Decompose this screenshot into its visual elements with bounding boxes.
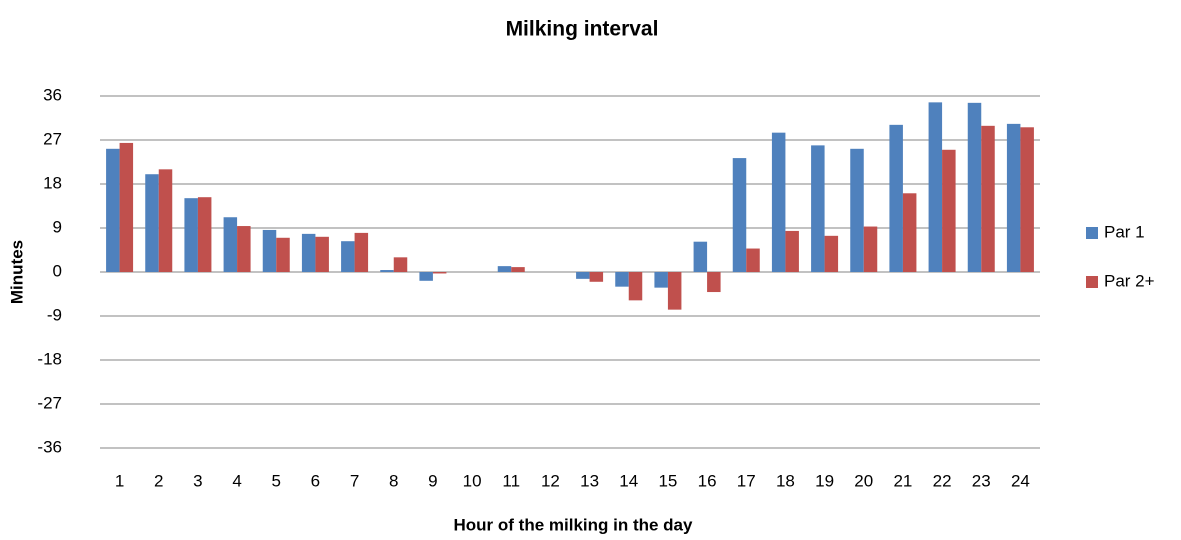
x-tick-label: 20	[854, 471, 873, 490]
x-tick-label: 6	[311, 471, 320, 490]
x-tick-label: 3	[193, 471, 202, 490]
bar	[184, 198, 198, 272]
x-tick-label: 13	[580, 471, 599, 490]
bar	[341, 241, 355, 272]
bar	[942, 149, 956, 272]
x-tick-label: 22	[933, 471, 952, 490]
x-axis-label: Hour of the milking in the day	[454, 515, 694, 534]
bar	[889, 124, 903, 272]
bar	[354, 232, 369, 272]
bar	[654, 272, 668, 288]
bar	[393, 257, 408, 272]
y-tick-label: 27	[43, 129, 62, 148]
x-tick-label: 15	[658, 471, 677, 490]
y-tick-label: -27	[37, 393, 62, 412]
x-tick-label: 2	[154, 471, 163, 490]
y-tick-label: 0	[53, 261, 62, 280]
bar	[967, 102, 982, 272]
y-tick-label: 18	[43, 173, 62, 192]
bar	[746, 248, 760, 272]
x-tick-label: 10	[463, 471, 482, 490]
bar	[824, 235, 839, 272]
bar	[237, 226, 251, 272]
bar	[106, 148, 120, 272]
x-tick-label: 5	[272, 471, 281, 490]
bar	[223, 217, 238, 272]
bar	[981, 125, 995, 272]
y-tick-label: 36	[43, 85, 62, 104]
x-tick-label: 24	[1011, 471, 1030, 490]
bar	[589, 272, 604, 282]
bar	[771, 132, 786, 272]
bar	[928, 102, 943, 272]
x-tick-label: 14	[619, 471, 638, 490]
bar	[262, 229, 277, 272]
bar	[785, 230, 799, 272]
bar	[315, 236, 329, 272]
legend-swatch	[1086, 276, 1098, 288]
x-tick-label: 11	[502, 471, 520, 490]
x-tick-label: 12	[541, 471, 560, 490]
bar	[1020, 127, 1034, 273]
x-tick-label: 1	[115, 471, 124, 490]
legend-label: Par 1	[1104, 222, 1145, 241]
bar	[850, 148, 864, 272]
y-tick-label: -18	[37, 349, 62, 368]
y-axis-label: Minutes	[7, 240, 26, 304]
bar	[145, 174, 159, 272]
x-tick-label: 18	[776, 471, 795, 490]
bar	[432, 272, 447, 274]
x-tick-label: 8	[389, 471, 398, 490]
bar	[497, 266, 512, 272]
x-tick-label: 9	[428, 471, 437, 490]
legend-swatch	[1086, 227, 1098, 239]
y-tick-label: -36	[37, 437, 62, 456]
x-tick-label: 19	[815, 471, 834, 490]
bar	[380, 270, 394, 272]
bar	[693, 241, 708, 272]
x-tick-label: 17	[737, 471, 756, 490]
legend-label: Par 2+	[1104, 271, 1155, 290]
bar	[119, 142, 134, 272]
bar	[276, 237, 290, 272]
bar	[1006, 123, 1021, 272]
bar	[863, 226, 878, 272]
bar	[511, 267, 525, 272]
bar	[301, 233, 316, 272]
bar	[732, 158, 747, 272]
bar	[707, 272, 721, 293]
bar	[811, 145, 825, 272]
x-tick-label: 21	[893, 471, 912, 490]
y-tick-label: 9	[53, 217, 62, 236]
x-tick-label: 16	[698, 471, 717, 490]
bar	[902, 193, 917, 272]
bar	[667, 272, 682, 310]
x-tick-label: 4	[232, 471, 241, 490]
bar	[419, 272, 433, 281]
x-tick-label: 23	[972, 471, 991, 490]
bar	[197, 197, 212, 272]
chart-title: Milking interval	[506, 18, 659, 41]
bar	[576, 272, 590, 279]
bar	[158, 169, 173, 272]
x-tick-label: 7	[350, 471, 359, 490]
y-tick-label: -9	[47, 305, 62, 324]
bar	[615, 272, 629, 287]
bar	[628, 272, 643, 301]
